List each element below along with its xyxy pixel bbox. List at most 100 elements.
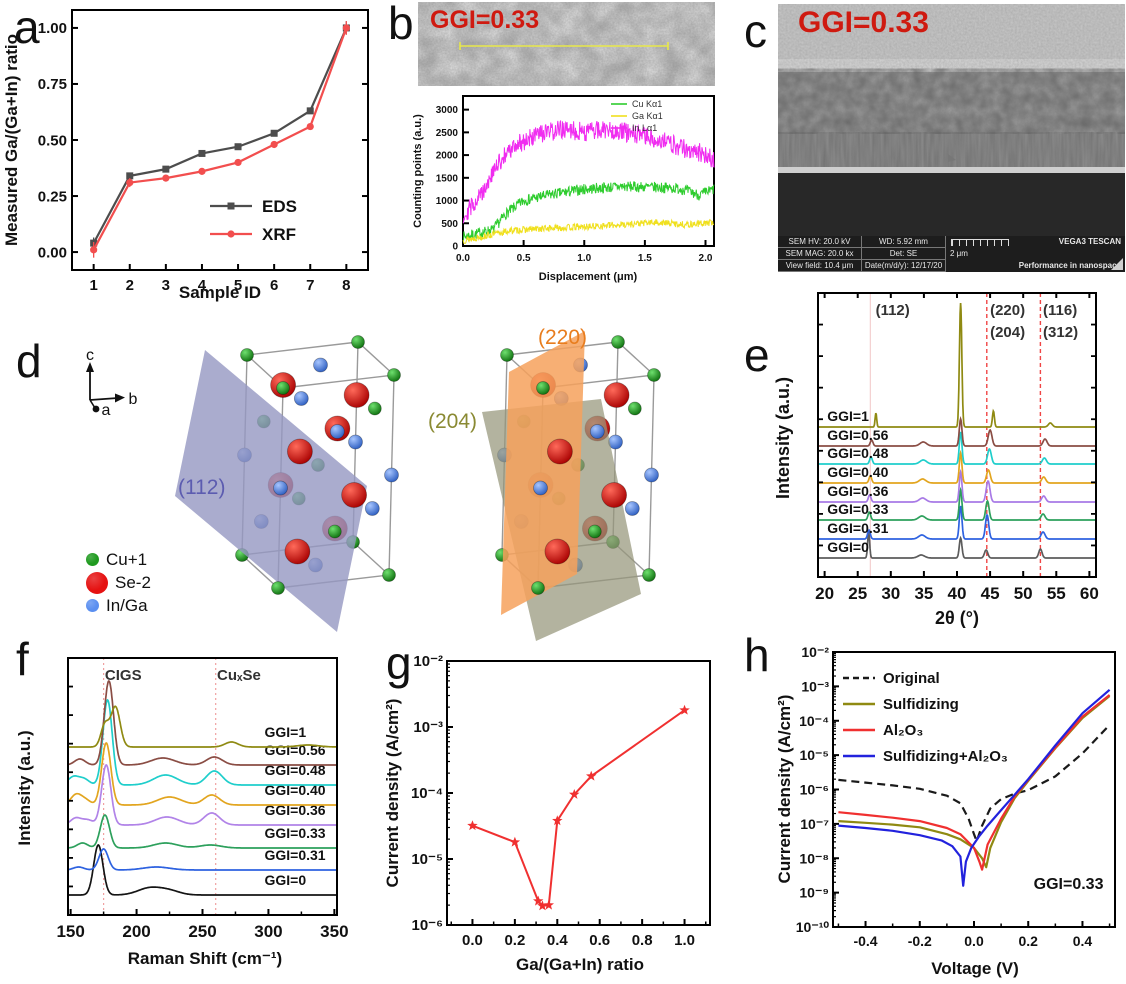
svg-text:0.50: 0.50 — [38, 132, 67, 149]
svg-text:7: 7 — [306, 277, 314, 294]
svg-text:EDS: EDS — [262, 197, 297, 216]
svg-text:1.00: 1.00 — [38, 20, 67, 37]
svg-text:Ga/(Ga+In) ratio: Ga/(Ga+In) ratio — [516, 955, 644, 974]
svg-text:250: 250 — [188, 922, 216, 941]
svg-text:10⁻⁴: 10⁻⁴ — [411, 785, 443, 802]
panel-letter-d: d — [16, 335, 42, 387]
svg-text:GGI=0.40: GGI=0.40 — [827, 464, 888, 480]
svg-text:In Lα1: In Lα1 — [632, 123, 657, 133]
svg-text:25: 25 — [848, 584, 867, 603]
svg-text:(220): (220) — [990, 302, 1025, 319]
svg-text:0.5: 0.5 — [517, 253, 531, 264]
svg-text:0.0: 0.0 — [462, 932, 483, 949]
svg-text:GGI=1: GGI=1 — [827, 408, 869, 424]
svg-text:(312): (312) — [1043, 324, 1078, 341]
svg-text:0.0: 0.0 — [964, 933, 984, 949]
svg-text:1: 1 — [89, 277, 97, 294]
sem-surface-image: GGI=0.33 — [418, 2, 715, 86]
svg-text:GGI=0.40: GGI=0.40 — [264, 782, 325, 798]
eds-linescan-chart: 0.0 0.5 1.0 1.5 2.0 0 500 1000 1500 2000 2500 3000 D… — [408, 88, 730, 288]
panel-letter-e: e — [744, 329, 770, 381]
ggi-label-b: GGI=0.33 — [430, 6, 540, 34]
svg-text:Al₂O₃: Al₂O₃ — [883, 722, 923, 739]
panel-letter-c: c — [744, 5, 767, 57]
svg-text:0.6: 0.6 — [589, 932, 610, 949]
sem-scale-value: 2 μm — [950, 249, 968, 258]
dark-current-chart: 0.0 0.2 0.4 0.6 0.8 1.0 10⁻⁶ 10⁻⁵ 10⁻⁴ 10⁻³ 10⁻² Ga… — [380, 636, 730, 984]
chart-svg-a: 1 2 3 4 5 6 7 8 0.00 0.25 0.50 0.75 1.00 Sample ID Mea… — [2, 9, 369, 302]
jv-curves-chart: -0.4 -0.2 0.0 0.2 0.4 10⁻¹⁰ 10⁻⁹ 10⁻⁸ 10⁻⁷ 10⁻⁶ 10… — [730, 636, 1126, 984]
svg-text:10⁻⁹: 10⁻⁹ — [799, 885, 829, 901]
svg-text:Voltage (V): Voltage (V) — [931, 959, 1019, 978]
svg-text:50: 50 — [1014, 584, 1033, 603]
raman-spectra-chart: GGI=0 GGI=0.31 GGI=0.33 GGI=0.36 GGI=0.40 GGI… — [0, 636, 380, 984]
legend-label: In/Ga — [106, 595, 148, 615]
svg-text:GGI=1: GGI=1 — [264, 724, 306, 740]
sem-viewfield-value: View field: 10.4 μm — [778, 260, 862, 272]
svg-text:0.0: 0.0 — [456, 253, 470, 264]
svg-text:Intensity (a.u.): Intensity (a.u.) — [15, 730, 34, 845]
svg-text:CIGS: CIGS — [105, 667, 142, 684]
svg-text:GGI=0.33: GGI=0.33 — [264, 825, 325, 841]
svg-text:(204): (204) — [428, 410, 477, 433]
sem-brand: VEGA3 TESCAN — [1058, 237, 1121, 246]
svg-text:35: 35 — [914, 584, 933, 603]
chart-svg-f: GGI=0 GGI=0.31 GGI=0.33 GGI=0.36 GGI=0.40 GGI… — [15, 657, 349, 968]
svg-text:350: 350 — [320, 922, 348, 941]
svg-text:(116): (116) — [1043, 302, 1077, 319]
svg-text:0.00: 0.00 — [38, 244, 67, 261]
svg-text:2000: 2000 — [436, 151, 459, 162]
svg-text:Sulfidizing: Sulfidizing — [883, 696, 959, 713]
panel-letter-a: a — [14, 1, 40, 53]
chart-svg-h: -0.4 -0.2 0.0 0.2 0.4 10⁻¹⁰ 10⁻⁹ 10⁻⁸ 10⁻⁷ 10⁻⁶ 10… — [775, 644, 1116, 978]
svg-text:c: c — [86, 347, 94, 364]
svg-text:GGI=0.48: GGI=0.48 — [827, 445, 888, 461]
svg-text:1.5: 1.5 — [638, 253, 652, 264]
svg-text:2.0: 2.0 — [699, 253, 713, 264]
legend-item-cu: Cu+1 — [86, 549, 151, 570]
legend-item-se: Se-2 — [86, 571, 151, 594]
svg-text:55: 55 — [1047, 584, 1066, 603]
svg-text:0.4: 0.4 — [547, 932, 569, 949]
ggi-label-c: GGI=0.33 — [798, 6, 929, 39]
svg-text:10⁻³: 10⁻³ — [413, 719, 443, 736]
svg-text:(112): (112) — [876, 302, 910, 319]
svg-text:300: 300 — [254, 922, 282, 941]
sem-det-value: Det: SE — [862, 248, 946, 260]
svg-text:10⁻¹⁰: 10⁻¹⁰ — [796, 919, 830, 935]
se-atom-icon — [86, 571, 108, 594]
sem-wd-value: WD: 5.92 mm — [862, 236, 946, 248]
svg-text:45: 45 — [981, 584, 1000, 603]
svg-text:2θ (°): 2θ (°) — [935, 608, 979, 628]
svg-text:(112): (112) — [178, 476, 225, 499]
sem-scalebar-cell — [946, 236, 1014, 248]
chart-svg-b: 0.0 0.5 1.0 1.5 2.0 0 500 1000 1500 2000 2500 3000 D… — [412, 95, 715, 283]
svg-text:Sulfidizing+Al₂O₃: Sulfidizing+Al₂O₃ — [883, 748, 1008, 765]
panel-letter-f: f — [16, 633, 29, 685]
svg-text:10⁻⁶: 10⁻⁶ — [411, 917, 443, 934]
svg-text:10⁻³: 10⁻³ — [801, 678, 829, 694]
svg-text:0.25: 0.25 — [38, 188, 67, 205]
svg-text:Raman Shift (cm⁻¹): Raman Shift (cm⁻¹) — [128, 949, 282, 968]
svg-text:-0.2: -0.2 — [908, 933, 932, 949]
svg-text:3000: 3000 — [436, 105, 459, 116]
scale-bar — [951, 239, 1009, 246]
svg-text:0.2: 0.2 — [1018, 933, 1038, 949]
svg-text:0.75: 0.75 — [38, 76, 67, 93]
crystal-structure-panel: (112) (220) (204) c b a — [0, 322, 740, 670]
svg-text:GGI=0.48: GGI=0.48 — [264, 762, 325, 778]
svg-text:20: 20 — [815, 584, 834, 603]
legend-label: Se-2 — [115, 572, 151, 592]
sem-substrate — [778, 173, 1125, 236]
svg-text:Displacement (μm): Displacement (μm) — [539, 271, 638, 283]
svg-text:GGI=0.56: GGI=0.56 — [264, 742, 325, 758]
cu-atom-icon — [86, 553, 99, 566]
svg-text:Original: Original — [883, 670, 940, 687]
svg-text:500: 500 — [441, 219, 458, 230]
chart-svg-e: GGI=0 GGI=0.31 GGI=0.33 GGI=0.36 GGI=0.40 GGI… — [773, 292, 1099, 628]
chart-svg-g: 0.0 0.2 0.4 0.6 0.8 1.0 10⁻⁶ 10⁻⁵ 10⁻⁴ 10⁻³ 10⁻² Ga… — [383, 653, 711, 974]
svg-text:GGI=0.36: GGI=0.36 — [827, 483, 888, 499]
svg-text:1.0: 1.0 — [577, 253, 591, 264]
eds-xrf-ratio-chart: 1 2 3 4 5 6 7 8 0.00 0.25 0.50 0.75 1.00 Sample ID Mea… — [0, 0, 380, 302]
